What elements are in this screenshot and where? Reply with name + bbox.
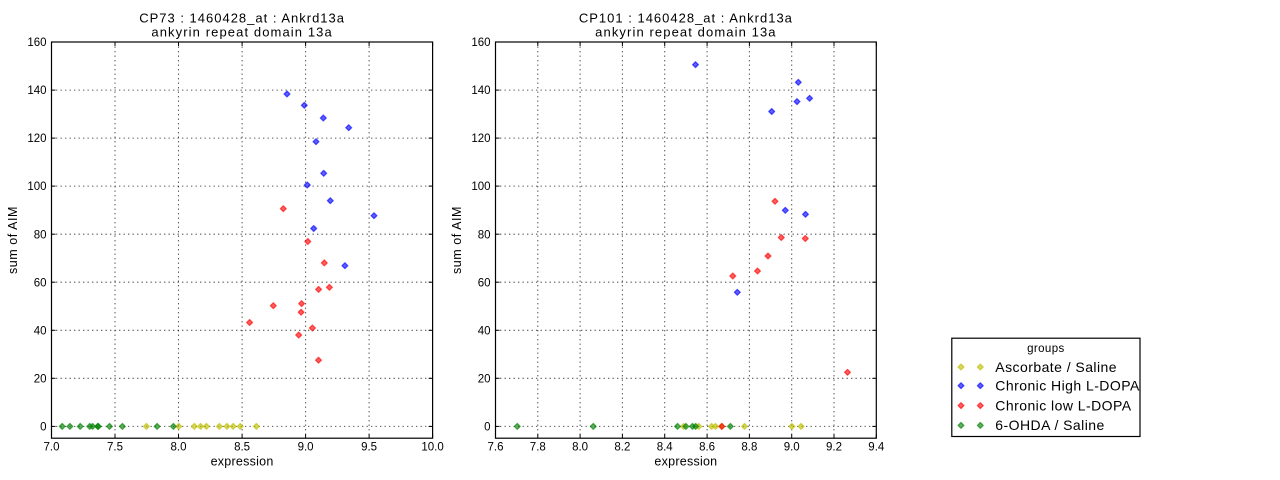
svg-text:100: 100 <box>471 181 490 193</box>
svg-text:120: 120 <box>27 133 46 145</box>
svg-text:40: 40 <box>478 325 491 337</box>
svg-text:7.8: 7.8 <box>530 442 546 454</box>
svg-text:120: 120 <box>471 133 490 145</box>
svg-text:9.2: 9.2 <box>826 442 842 454</box>
svg-text:8.4: 8.4 <box>657 442 674 454</box>
svg-text:60: 60 <box>478 277 491 289</box>
svg-text:9.4: 9.4 <box>868 442 885 454</box>
svg-text:Chronic High L-DOPA: Chronic High L-DOPA <box>995 378 1140 394</box>
svg-text:8.2: 8.2 <box>614 442 630 454</box>
svg-text:60: 60 <box>34 277 47 289</box>
svg-text:140: 140 <box>27 85 46 97</box>
svg-text:sum of AIM: sum of AIM <box>6 206 20 274</box>
svg-text:9.0: 9.0 <box>298 442 314 454</box>
svg-text:0: 0 <box>484 422 490 434</box>
svg-text:6-OHDA / Saline: 6-OHDA / Saline <box>995 417 1104 433</box>
svg-text:40: 40 <box>34 325 47 337</box>
svg-text:ankyrin repeat domain 13a: ankyrin repeat domain 13a <box>151 25 332 40</box>
svg-text:9.5: 9.5 <box>361 442 377 454</box>
svg-text:9.0: 9.0 <box>784 442 800 454</box>
svg-text:8.8: 8.8 <box>741 442 757 454</box>
svg-text:8.5: 8.5 <box>234 442 250 454</box>
svg-text:20: 20 <box>34 373 47 385</box>
svg-text:0: 0 <box>40 422 46 434</box>
svg-text:80: 80 <box>34 229 47 241</box>
svg-text:Ascorbate / Saline: Ascorbate / Saline <box>995 359 1117 375</box>
svg-text:7.6: 7.6 <box>488 442 504 454</box>
svg-text:8.0: 8.0 <box>171 442 187 454</box>
svg-text:20: 20 <box>478 373 491 385</box>
svg-text:8.0: 8.0 <box>572 442 588 454</box>
svg-text:80: 80 <box>478 229 491 241</box>
svg-text:8.6: 8.6 <box>699 442 715 454</box>
svg-text:CP101 : 1460428_at : Ankrd13a: CP101 : 1460428_at : Ankrd13a <box>579 11 793 26</box>
svg-text:7.5: 7.5 <box>107 442 123 454</box>
svg-text:ankyrin repeat domain 13a: ankyrin repeat domain 13a <box>595 25 776 40</box>
svg-text:160: 160 <box>27 37 46 49</box>
svg-text:160: 160 <box>471 37 490 49</box>
svg-text:Chronic low L-DOPA: Chronic low L-DOPA <box>995 397 1131 413</box>
svg-text:CP73 : 1460428_at : Ankrd13a: CP73 : 1460428_at : Ankrd13a <box>139 11 345 26</box>
svg-text:sum of AIM: sum of AIM <box>450 206 464 274</box>
svg-text:expression: expression <box>211 455 274 469</box>
svg-text:100: 100 <box>27 181 46 193</box>
svg-text:10.0: 10.0 <box>421 442 443 454</box>
svg-text:140: 140 <box>471 85 490 97</box>
svg-text:7.0: 7.0 <box>44 442 60 454</box>
svg-text:expression: expression <box>654 455 717 469</box>
svg-text:groups: groups <box>1027 343 1065 355</box>
